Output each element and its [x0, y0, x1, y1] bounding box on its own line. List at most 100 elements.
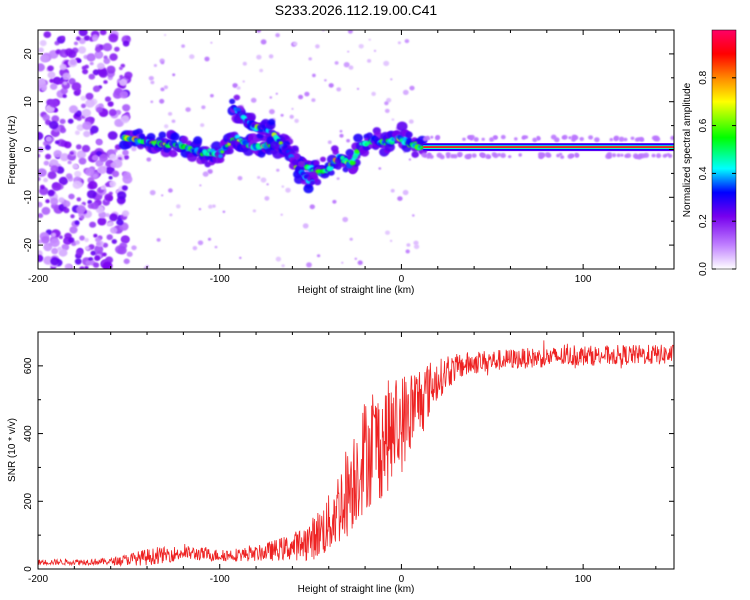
main-ridge-halo — [257, 150, 266, 158]
faint-blob — [406, 243, 411, 247]
noise-blob — [92, 173, 99, 179]
y-tick-label: 400 — [23, 425, 34, 442]
noise-blob — [120, 235, 130, 244]
faint-blob — [405, 249, 410, 254]
faint-blob — [391, 118, 395, 121]
faint-blob — [309, 204, 315, 210]
noise-blob — [70, 214, 75, 219]
faint-blob — [383, 60, 390, 67]
faint-blob — [210, 94, 214, 98]
faint-blob — [210, 41, 213, 44]
faint-blob — [169, 213, 173, 217]
noise-blob — [76, 115, 82, 121]
carrier-halo — [567, 153, 573, 159]
faint-blob — [207, 169, 213, 174]
noise-blob — [107, 131, 118, 140]
faint-blob — [150, 100, 154, 104]
faint-blob — [356, 87, 360, 90]
faint-blob — [311, 98, 316, 102]
noise-blob — [106, 234, 113, 241]
noise-blob — [108, 180, 117, 188]
noise-blob — [104, 96, 112, 102]
noise-blob — [85, 99, 95, 108]
main-ridge-core — [349, 160, 356, 166]
carrier-halo — [446, 154, 451, 159]
noise-blob — [119, 78, 128, 87]
noise-blob — [38, 176, 41, 182]
branch-ridge-halo — [246, 112, 256, 121]
noise-blob — [49, 78, 54, 83]
faint-blob — [404, 39, 410, 44]
y-tick-label: 20 — [23, 48, 34, 60]
faint-blob — [384, 101, 389, 106]
faint-blob — [172, 73, 176, 77]
noise-blob — [62, 72, 71, 81]
faint-blob — [304, 91, 310, 97]
noise-blob — [69, 105, 78, 114]
faint-blob — [200, 123, 205, 127]
noise-blob — [96, 106, 103, 113]
noise-blob — [40, 54, 50, 63]
noise-blob — [82, 121, 92, 130]
noise-blob — [43, 31, 52, 38]
noise-blob — [50, 197, 59, 206]
carrier-halo — [562, 134, 568, 140]
colorbar-tick-label: 0.6 — [698, 118, 709, 132]
noise-blob — [102, 242, 109, 248]
faint-blob — [276, 168, 280, 172]
noise-blob — [43, 177, 48, 183]
noise-blob — [60, 35, 66, 40]
noise-blob — [111, 239, 118, 244]
faint-blob — [242, 80, 245, 83]
faint-blob — [341, 261, 344, 264]
faint-blob — [252, 209, 257, 213]
noise-blob — [85, 260, 92, 266]
noise-blob — [73, 41, 79, 46]
faint-blob — [153, 64, 157, 67]
noise-blob — [92, 85, 101, 93]
branch-ridge-halo — [292, 153, 301, 160]
y-tick-label: 0 — [23, 146, 34, 152]
noise-blob — [38, 201, 43, 208]
noise-blob — [77, 58, 82, 63]
noise-blob — [58, 235, 63, 239]
faint-blob — [357, 260, 363, 266]
carrier-halo — [546, 153, 552, 158]
carrier-halo — [568, 136, 572, 140]
carrier-halo — [651, 153, 656, 158]
y-tick-label: -20 — [23, 237, 34, 252]
noise-blob — [62, 200, 71, 208]
faint-blob — [242, 61, 247, 66]
carrier-halo — [594, 137, 600, 143]
carrier-halo — [536, 136, 541, 141]
faint-blob — [408, 158, 412, 161]
noise-blob — [64, 263, 73, 269]
faint-blob — [378, 167, 382, 170]
branch-ridge-core — [282, 144, 288, 149]
noise-blob — [95, 51, 103, 58]
main-ridge-halo — [405, 131, 413, 139]
carrier-halo — [462, 137, 466, 141]
noise-blob — [41, 206, 51, 215]
faint-blob — [201, 105, 206, 110]
carrier-halo — [653, 135, 660, 141]
faint-blob — [259, 68, 264, 73]
faint-blob — [159, 98, 165, 104]
faint-blob — [192, 246, 198, 251]
noise-blob — [67, 160, 72, 165]
snr-y-label: SNR (10 * v/v) — [7, 418, 18, 482]
noise-blob — [104, 193, 113, 202]
faint-blob — [164, 124, 169, 129]
noise-blob — [94, 46, 102, 53]
main-ridge-halo — [353, 133, 363, 143]
colorbar-tick-label: 0.4 — [698, 166, 709, 180]
x-tick-label: 100 — [575, 574, 592, 585]
noise-blob — [38, 47, 44, 53]
faint-blob — [260, 177, 267, 183]
noise-blob — [74, 170, 82, 178]
colorbar-tick-label: 0.0 — [698, 262, 709, 276]
carrier-halo — [532, 137, 538, 143]
carrier-halo — [485, 154, 491, 159]
noise-blob — [54, 140, 60, 145]
